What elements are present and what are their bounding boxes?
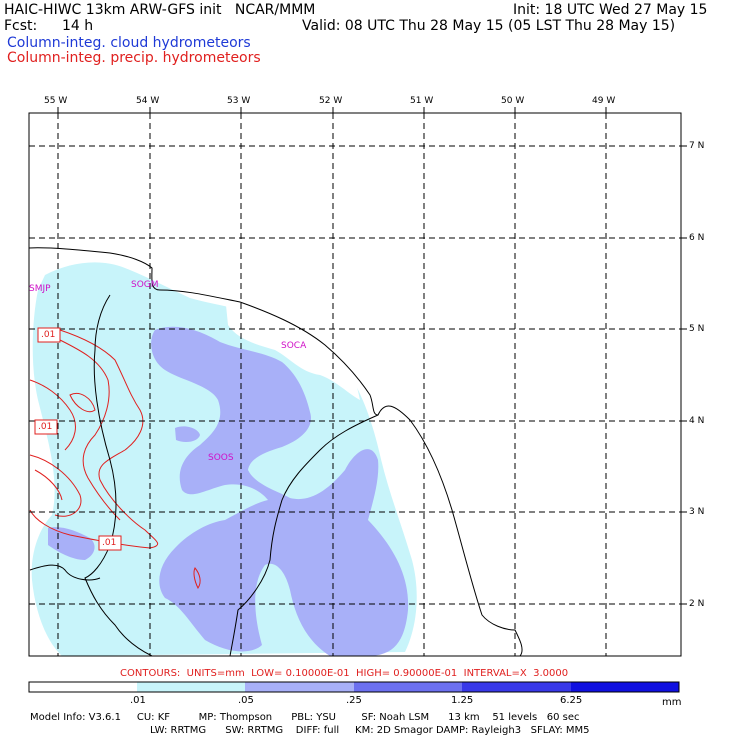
lat-label: 2 N [689,599,705,609]
precip-contours [29,329,201,589]
contour-label-box-2 [34,419,58,435]
station-label: SMJP [29,284,51,294]
colorbar-tick: 1.25 [451,695,474,706]
station-label: SOCA [281,341,307,351]
lat-label: 4 N [689,416,705,426]
init-time: Init: 18 UTC Wed 27 May 15 [513,2,708,18]
fcst-value: 14 h [62,18,94,34]
contour-label: .01 [102,538,117,548]
lon-label: 51 W [410,96,434,106]
contour-label: .01 [41,330,56,340]
model-info: Model Info: V3.6.1 CU: KF MP: Thompson P… [30,712,580,723]
lon-label: 55 W [44,96,68,106]
station-label: SOGM [131,280,159,290]
colorbar [28,681,680,693]
contour-label-box-1 [37,327,61,343]
contour-label-box-3 [98,535,122,551]
lon-label: 52 W [319,96,343,106]
frame-ticks [57,107,687,605]
cloud-gap [225,295,360,400]
cloud-shading-medium-3 [175,426,200,443]
lat-label: 3 N [689,507,705,517]
cloud-shading-medium-1 [151,326,409,656]
lat-label: 7 N [689,141,705,151]
station-label: SOOS [208,453,234,463]
map-frame [28,112,682,657]
colorbar-unit: mm [662,697,682,708]
lon-label: 50 W [501,96,525,106]
legend-precip: Column-integ. precip. hydrometeors [7,50,261,66]
lon-label: 53 W [227,96,251,106]
colorbar-tick: .05 [238,695,254,706]
colorbar-tick: .01 [130,695,146,706]
lon-label: 54 W [136,96,160,106]
valid-time: Valid: 08 UTC Thu 28 May 15 (05 LST Thu … [302,18,676,34]
contour-label: .01 [38,422,53,432]
graticule [29,113,681,656]
model-info-2: LW: RRTMG SW: RRTMG DIFF: full KM: 2D Sm… [150,725,590,736]
contours-info: CONTOURS: UNITS=mm LOW= 0.10000E-01 HIGH… [120,668,569,679]
fcst-label: Fcst: [4,18,38,34]
legend-cloud: Column-integ. cloud hydrometeors [7,35,251,51]
cloud-shading-medium-2 [48,527,95,560]
lat-label: 5 N [689,324,705,334]
coastlines [29,247,523,656]
colorbar-tick: 6.25 [560,695,583,706]
lat-label: 6 N [689,233,705,243]
colorbar-tick: .25 [346,695,362,706]
plot-title: HAIC-HIWC 13km ARW-GFS init NCAR/MMM [4,2,316,18]
lon-label: 49 W [592,96,616,106]
